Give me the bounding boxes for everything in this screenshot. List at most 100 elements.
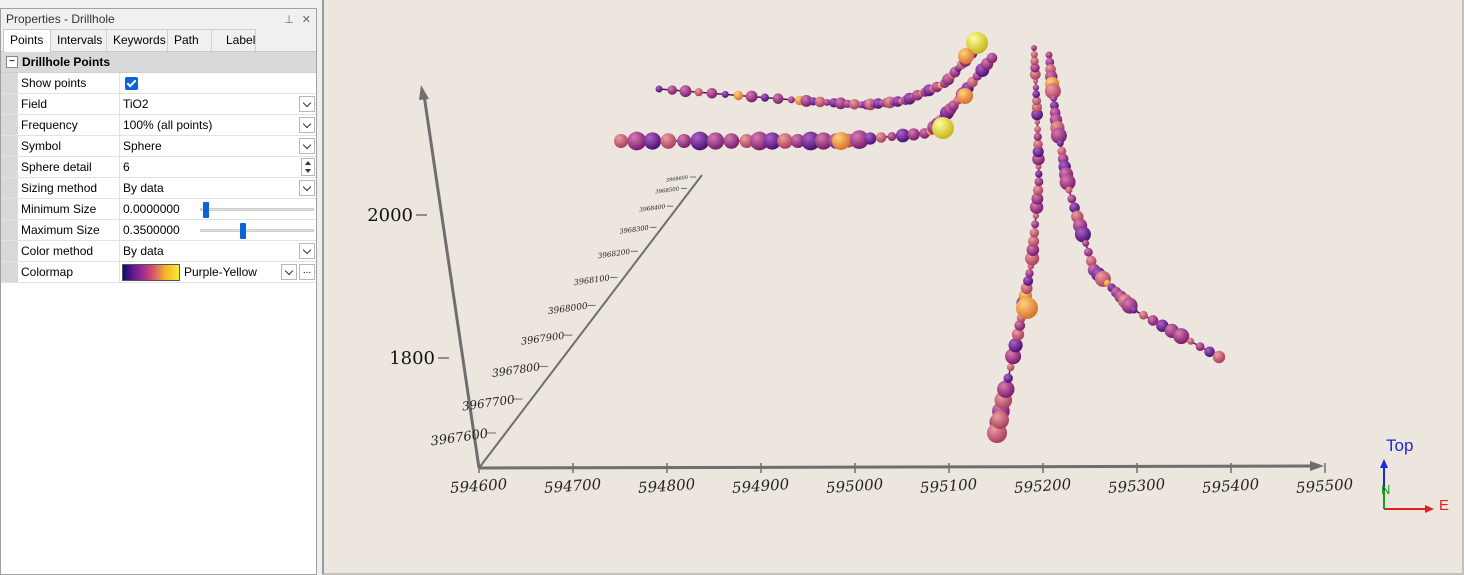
color-method-select[interactable]: By data: [123, 244, 164, 258]
tab-points[interactable]: Points: [3, 29, 51, 52]
y-tick-label-2: 3967800: [491, 360, 541, 380]
sample-sphere: [745, 90, 758, 103]
panel-title: Properties - Drillhole: [6, 12, 115, 26]
sample-sphere: [1031, 45, 1037, 51]
sample-sphere: [887, 132, 897, 141]
sample-sphere: [750, 131, 769, 151]
z-tick-label-0: 2000: [367, 205, 413, 226]
sample-sphere: [707, 132, 725, 150]
sample-sphere: [1028, 235, 1040, 247]
maximum-size-input[interactable]: 0.3500000: [123, 223, 180, 237]
prop-label: Minimum Size: [18, 199, 120, 219]
x-tick-label-8: 595400: [1201, 475, 1260, 497]
y-tick-label-0: 3967600: [430, 427, 489, 450]
sizing-method-select[interactable]: By data: [123, 181, 164, 195]
sample-sphere: [814, 132, 833, 150]
y-tick-label-3: 3967900: [520, 331, 565, 348]
collapse-toggle-icon[interactable]: −: [6, 56, 18, 68]
sample-sphere: [1016, 297, 1038, 319]
y-tick-label-7: 3968300: [619, 224, 649, 236]
sample-sphere: [787, 96, 795, 104]
sample-sphere: [627, 131, 647, 151]
sample-sphere: [1031, 220, 1040, 229]
slider-thumb[interactable]: [240, 223, 247, 239]
sample-sphere: [800, 95, 813, 107]
prop-minimum-size: Minimum Size 0.0000000: [1, 199, 316, 220]
sample-sphere: [667, 85, 677, 95]
tab-label[interactable]: Label: [211, 29, 256, 51]
prop-color-method: Color method By data: [1, 241, 316, 262]
x-tick-label-9: 595500: [1295, 475, 1354, 497]
drillhole-points: [614, 32, 1226, 443]
sample-sphere: [1023, 275, 1034, 286]
y-tick-label-5: 3968100: [573, 272, 610, 287]
sample-sphere: [643, 132, 662, 150]
close-icon[interactable]: ✕: [301, 13, 311, 26]
chevron-down-icon[interactable]: [299, 138, 315, 154]
symbol-select[interactable]: Sphere: [123, 139, 162, 153]
chevron-down-icon[interactable]: [299, 117, 315, 133]
chevron-down-icon[interactable]: [299, 96, 315, 112]
prop-show-points: Show points: [1, 73, 316, 94]
sample-sphere: [723, 133, 740, 149]
sample-sphere: [1204, 346, 1215, 358]
prop-label: Sizing method: [18, 178, 120, 198]
sample-sphere: [1050, 94, 1058, 102]
category-drillhole-points: − Drillhole Points: [1, 52, 316, 73]
sample-sphere: [1032, 84, 1040, 91]
sample-sphere: [1034, 125, 1042, 133]
show-points-checkbox[interactable]: [125, 77, 138, 90]
sample-sphere: [895, 128, 910, 143]
chevron-down-icon[interactable]: [281, 264, 297, 280]
sample-sphere: [1032, 90, 1041, 99]
field-select[interactable]: TiO2: [123, 97, 149, 111]
prop-label: Symbol: [18, 136, 120, 156]
sample-sphere: [1187, 337, 1195, 345]
sample-sphere: [677, 134, 692, 148]
sample-sphere: [1032, 212, 1040, 219]
3d-viewport[interactable]: 2000 1800 594600 594700 594800 594900 595000 5…: [322, 0, 1464, 575]
y-tick-label-6: 3968200: [597, 247, 631, 260]
y-tick-label-4: 3968000: [547, 302, 588, 318]
sample-sphere: [834, 97, 847, 110]
sample-sphere: [1003, 373, 1013, 383]
minimum-size-input[interactable]: 0.0000000: [123, 202, 180, 216]
minimum-size-slider[interactable]: [200, 202, 314, 218]
sample-sphere: [1195, 342, 1205, 351]
spinner-icon[interactable]: [301, 158, 315, 176]
sample-sphere: [957, 88, 973, 104]
colormap-select[interactable]: Purple-Yellow: [184, 265, 257, 279]
sample-sphere: [801, 131, 821, 151]
pin-icon[interactable]: ⊥: [284, 13, 294, 26]
sample-sphere: [991, 411, 1009, 429]
sample-sphere: [763, 132, 781, 150]
sample-sphere: [1034, 177, 1044, 187]
sample-sphere: [1044, 83, 1061, 100]
chevron-down-icon[interactable]: [299, 243, 315, 259]
sample-sphere: [1008, 338, 1023, 353]
tab-keywords[interactable]: Keywords: [106, 29, 168, 51]
prop-frequency: Frequency 100% (all points): [1, 115, 316, 136]
tab-intervals[interactable]: Intervals: [50, 29, 107, 51]
frequency-select[interactable]: 100% (all points): [123, 118, 213, 132]
sample-sphere: [1056, 139, 1064, 147]
sample-sphere: [1030, 63, 1040, 73]
maximum-size-slider[interactable]: [200, 223, 314, 239]
tab-path[interactable]: Path: [167, 29, 212, 51]
sphere-detail-input[interactable]: 6: [123, 160, 130, 174]
slider-thumb[interactable]: [203, 202, 210, 218]
sample-sphere: [1050, 127, 1067, 144]
axes: [419, 85, 1324, 471]
tab-bar: Points Intervals Keywords Path Label: [1, 29, 316, 52]
sample-sphere: [1032, 96, 1042, 106]
x-tick-label-3: 594900: [731, 475, 790, 497]
sample-sphere: [777, 133, 793, 149]
sample-sphere: [679, 85, 692, 98]
colormap-swatch[interactable]: [122, 264, 180, 281]
sample-sphere: [1084, 247, 1093, 257]
orientation-east-label: E: [1439, 497, 1449, 514]
colormap-more-button[interactable]: ...: [299, 264, 315, 280]
sample-sphere: [655, 85, 663, 93]
chevron-down-icon[interactable]: [299, 180, 315, 196]
